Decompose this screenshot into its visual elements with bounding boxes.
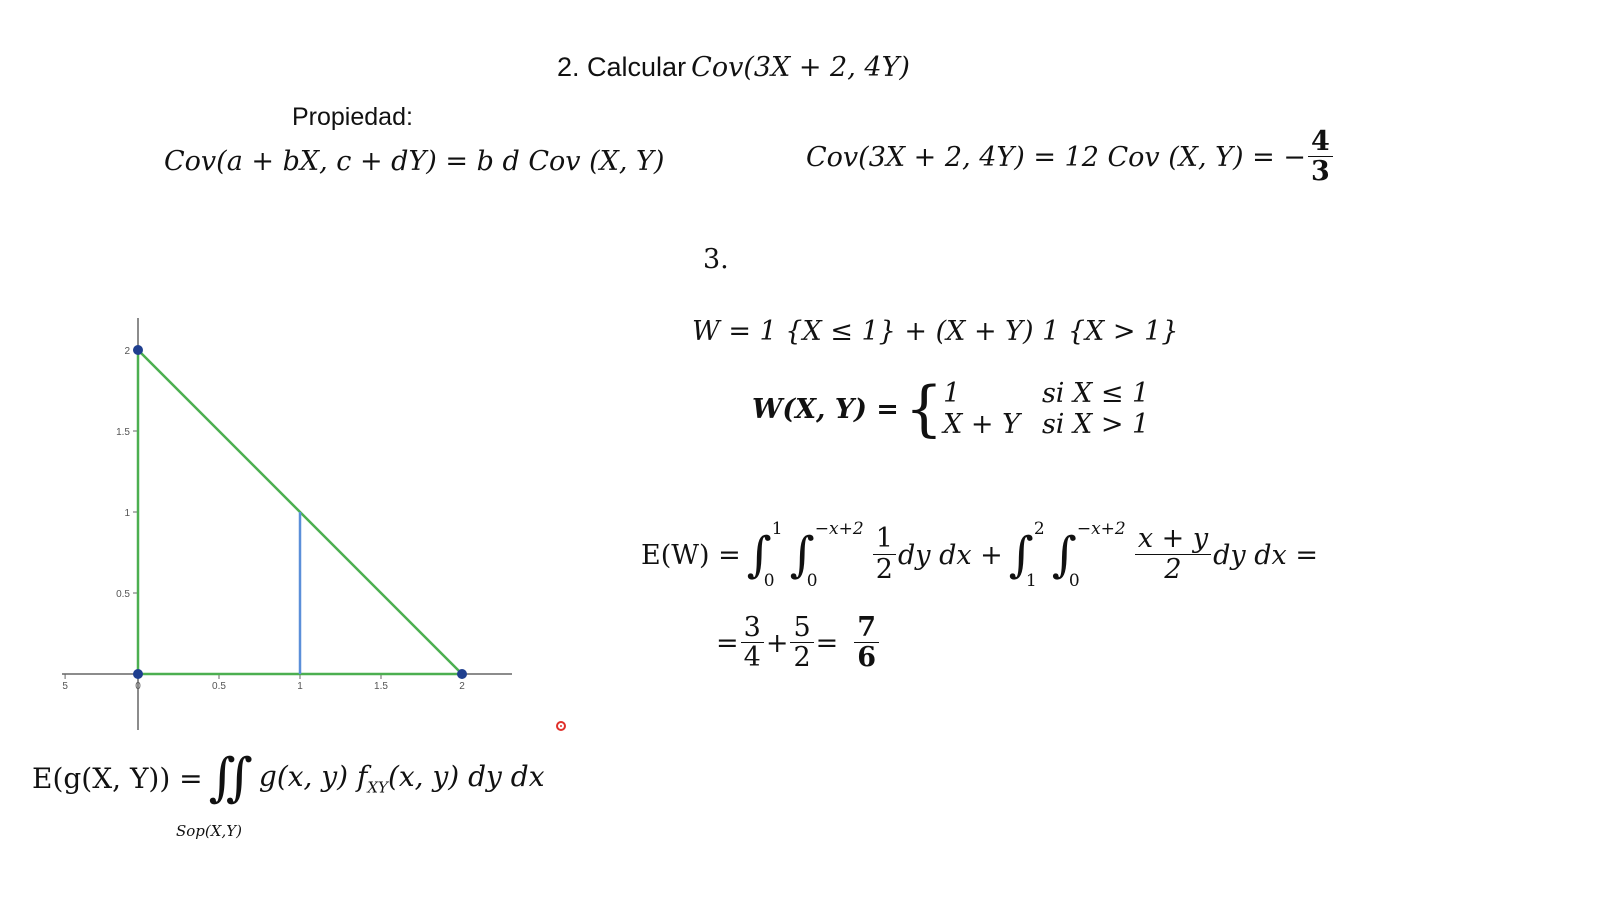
ew-lhs: E(W) =	[641, 539, 741, 571]
x-tick-label: 5	[62, 681, 68, 692]
property-formula: Cov(a + bX, c + dY) = b d Cov (X, Y)	[164, 146, 665, 177]
support-graph: 5 0 0.5 1 1.5 2 0.5 1 1.5 2	[62, 318, 512, 730]
int3-upper: 2	[1033, 519, 1045, 539]
section2-title-expr: Cov(3X + 2, 4Y)	[691, 52, 910, 83]
ew-fraction-2: x + y 2	[1134, 525, 1212, 585]
section3-label: 3.	[703, 244, 729, 275]
w-piecewise: W(X, Y) = { 1 si X ≤ 1 X + Y si X > 1	[752, 378, 1149, 440]
cov-result-den: 3	[1310, 156, 1330, 188]
integrand-main: g(x, y) f	[258, 759, 368, 793]
x-tick-label: 1.5	[374, 681, 388, 692]
ew-tail: dy dx =	[1213, 539, 1318, 571]
vertex-point	[133, 669, 143, 679]
x-tick-label: 2	[459, 681, 465, 692]
piecewise-cases: 1 si X ≤ 1 X + Y si X > 1	[943, 378, 1149, 440]
expectation-formula: E(g(X, Y)) = ∬ g(x, y) fXY(x, y) dy dx	[32, 752, 544, 804]
integral-limits-4: −x+2 0	[1069, 519, 1133, 591]
w-definition: W = 1 {X ≤ 1} + (X + Y) 1 {X > 1}	[692, 316, 1179, 347]
w-piecewise-lhs: W(X, Y) =	[752, 393, 899, 425]
case1-value: 1	[943, 378, 961, 409]
section2-title-prefix: 2. Calcular	[557, 52, 687, 82]
ew-mid: dy dx +	[897, 539, 1003, 571]
case2-condition: si X > 1	[1041, 409, 1150, 440]
case2-value: X + Y	[943, 409, 1020, 440]
cov-result-num: 4	[1307, 127, 1333, 158]
integral-sign-2: ∫	[789, 527, 815, 583]
sum-b-num: 5	[790, 613, 814, 644]
sum-a-num: 3	[740, 613, 764, 644]
y-tick-label: 1.5	[116, 427, 130, 438]
sum-result: = 3 4 + 5 2 = 7 6	[716, 613, 881, 674]
vertex-point	[133, 345, 143, 355]
sum-r-num: 7	[854, 613, 880, 644]
cov-result-fraction: 4 3	[1307, 127, 1333, 188]
int2-lower: 0	[806, 571, 818, 591]
integral-sign-1: ∫	[746, 527, 772, 583]
sum-r-den: 6	[857, 642, 877, 674]
y-tick-label: 1	[124, 508, 130, 519]
sum-frac-result: 7 6	[854, 613, 880, 674]
sum-frac-a: 3 4	[740, 613, 764, 674]
frac2-den: 2	[1164, 553, 1182, 585]
property-label: Propiedad:	[292, 103, 413, 131]
int1-upper: 1	[771, 519, 783, 539]
integrand-rest: (x, y) dy dx	[387, 759, 545, 793]
frac1-den: 2	[875, 553, 893, 585]
case1-condition: si X ≤ 1	[1041, 378, 1150, 409]
int4-upper: −x+2	[1076, 519, 1126, 539]
ew-fraction-1: 1 2	[872, 525, 896, 585]
sum-eq2: =	[815, 628, 839, 660]
integration-region: Sop(X,Y)	[176, 822, 242, 840]
integrand-sub: XY	[367, 778, 388, 797]
double-integral-sign: ∬	[208, 748, 253, 808]
x-tick-label: 0	[135, 681, 141, 692]
piecewise-brace: {	[904, 374, 944, 444]
sum-b-den: 2	[793, 642, 811, 674]
sum-frac-b: 5 2	[790, 613, 814, 674]
section2-title: 2. Calcular Cov(3X + 2, 4Y)	[557, 52, 910, 83]
int1-lower: 0	[763, 571, 775, 591]
cov-result-lhs: Cov(3X + 2, 4Y) = 12 Cov (X, Y) = −	[806, 142, 1306, 174]
cov-result: Cov(3X + 2, 4Y) = 12 Cov (X, Y) = − 4 3	[806, 127, 1335, 188]
x-tick-label: 1	[297, 681, 303, 692]
integral-sign-3: ∫	[1008, 527, 1034, 583]
int4-lower: 0	[1068, 571, 1080, 591]
frac2-num: x + y	[1134, 525, 1212, 555]
x-tick-label: 0.5	[212, 681, 226, 692]
y-tick-label: 2	[124, 346, 130, 357]
y-tick-label: 0.5	[116, 589, 130, 600]
ew-expression: E(W) = ∫ 1 0 ∫ −x+2 0 1 2 dy dx + ∫ 2 1 …	[641, 519, 1318, 591]
expectation-lhs: E(g(X, Y)) =	[32, 761, 203, 795]
integral-sign-4: ∫	[1051, 527, 1077, 583]
sum-a-den: 4	[743, 642, 761, 674]
vertex-point	[457, 669, 467, 679]
integral-limits-3: 2 1	[1026, 519, 1052, 591]
frac1-num: 1	[872, 525, 896, 555]
sum-eq: =	[716, 628, 739, 660]
sum-plus: +	[765, 628, 789, 660]
integral-limits-2: −x+2 0	[807, 519, 871, 591]
int2-upper: −x+2	[814, 519, 864, 539]
int3-lower: 1	[1025, 571, 1037, 591]
integral-limits-1: 1 0	[764, 519, 790, 591]
expectation-integrand: g(x, y) fXY(x, y) dy dx	[259, 760, 545, 797]
recording-cursor-icon	[556, 721, 566, 731]
